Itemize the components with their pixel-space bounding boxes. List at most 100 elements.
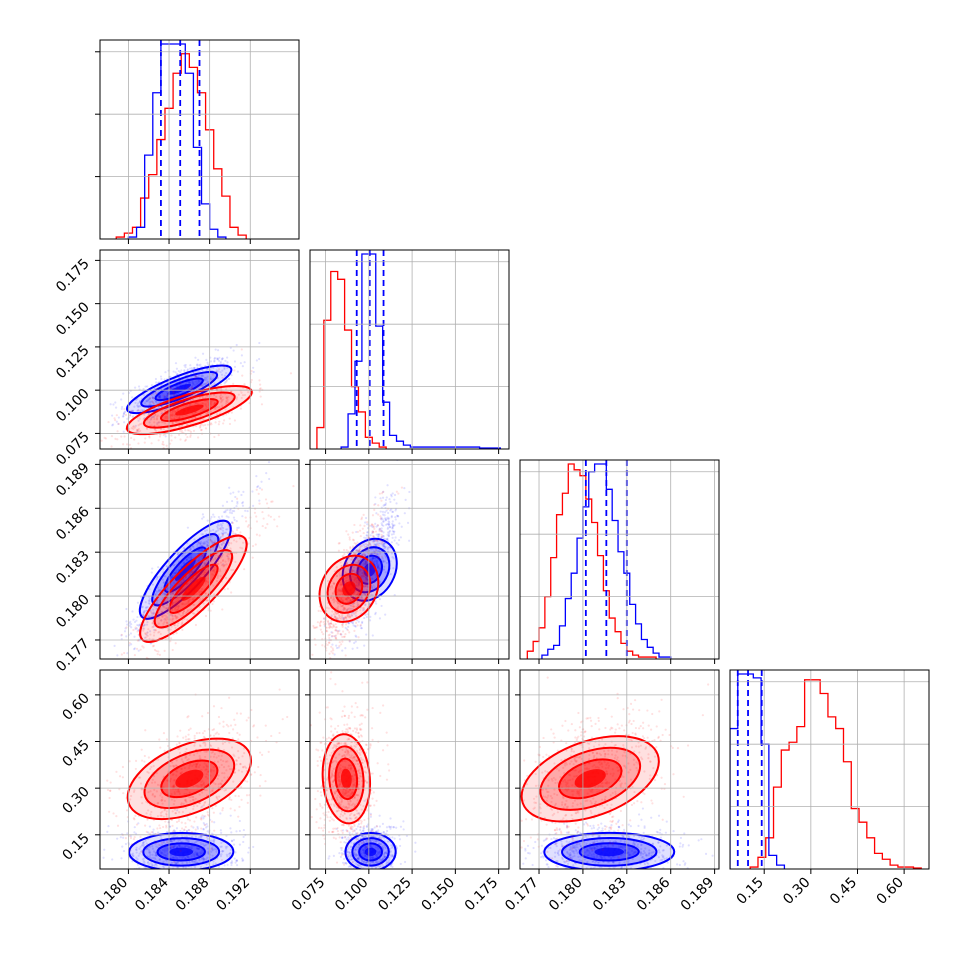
sample-point xyxy=(375,602,378,605)
sample-point xyxy=(198,384,201,387)
sample-point xyxy=(271,500,274,503)
sample-point xyxy=(408,539,411,542)
sample-point xyxy=(155,649,158,653)
sample-point xyxy=(220,515,224,518)
sample-point xyxy=(201,352,205,355)
sample-point xyxy=(143,636,147,639)
sample-point xyxy=(186,369,189,372)
sample-point xyxy=(132,648,136,651)
sample-point xyxy=(169,375,172,378)
sample-point xyxy=(202,817,205,820)
panel-content xyxy=(100,341,293,455)
sample-point xyxy=(227,533,230,536)
sample-point xyxy=(220,528,223,531)
sample-point xyxy=(156,575,159,578)
sample-point xyxy=(196,370,200,373)
sample-point xyxy=(206,361,209,364)
sample-point xyxy=(276,525,279,528)
sample-point xyxy=(138,453,140,455)
sample-point xyxy=(139,409,142,412)
sample-point xyxy=(150,424,153,427)
sample-point xyxy=(388,525,392,529)
sample-point xyxy=(348,538,351,541)
sample-point xyxy=(204,386,207,389)
sample-point xyxy=(273,518,276,521)
sample-point xyxy=(154,391,157,395)
sample-point xyxy=(327,662,329,664)
sample-point xyxy=(380,530,383,533)
sample-point xyxy=(199,363,202,366)
sample-point xyxy=(321,663,323,665)
sample-point xyxy=(209,402,213,405)
sample-point xyxy=(170,405,174,408)
sample-point xyxy=(404,498,407,501)
sample-point xyxy=(112,403,115,406)
sample-point xyxy=(212,393,216,397)
sample-point xyxy=(188,573,192,576)
sample-point xyxy=(190,386,194,389)
sample-point xyxy=(169,417,172,420)
sample-point xyxy=(364,613,367,616)
sample-point xyxy=(217,533,221,536)
sample-point xyxy=(155,381,158,384)
sample-point xyxy=(240,354,243,357)
sample-point xyxy=(200,384,203,387)
sample-point xyxy=(173,410,176,413)
sample-point xyxy=(175,571,178,574)
sample-point xyxy=(177,392,181,395)
sample-point xyxy=(161,593,164,597)
sample-point xyxy=(160,377,163,381)
sample-point xyxy=(221,522,224,525)
sample-point xyxy=(180,424,183,428)
sample-point xyxy=(164,593,167,596)
sample-point xyxy=(171,421,175,424)
sample-point xyxy=(122,392,125,395)
sample-point xyxy=(192,366,196,370)
sample-point xyxy=(216,349,220,352)
sample-point xyxy=(198,388,201,391)
sample-point xyxy=(397,539,401,542)
sample-point xyxy=(128,624,131,627)
sample-point xyxy=(201,542,204,545)
sample-point xyxy=(155,387,158,391)
sample-point xyxy=(126,417,129,421)
sample-point xyxy=(101,666,103,668)
sample-point xyxy=(188,380,191,384)
sample-point xyxy=(351,545,355,548)
sample-point xyxy=(158,588,161,592)
sample-point xyxy=(363,554,367,557)
sample-point xyxy=(347,622,350,625)
sample-point xyxy=(202,387,206,390)
sample-point xyxy=(171,591,174,594)
sample-point xyxy=(378,598,381,601)
sample-point xyxy=(207,403,210,406)
sample-point xyxy=(188,367,192,370)
sample-point xyxy=(182,561,185,564)
sample-point xyxy=(121,845,124,848)
sample-point xyxy=(202,375,205,378)
sample-point xyxy=(131,409,134,413)
sample-point xyxy=(173,417,176,421)
sample-point xyxy=(241,501,245,504)
sample-point xyxy=(317,609,320,612)
sample-point xyxy=(120,435,123,438)
sample-point xyxy=(243,361,246,364)
sample-point xyxy=(349,552,352,555)
sample-point xyxy=(184,433,187,436)
sample-point xyxy=(315,661,317,663)
sample-point xyxy=(392,530,395,534)
sample-point xyxy=(126,652,129,655)
sample-point xyxy=(334,626,337,629)
sample-point xyxy=(123,876,125,878)
sample-point xyxy=(354,634,357,637)
sample-point xyxy=(187,875,189,877)
sample-point xyxy=(195,380,198,383)
sample-point xyxy=(184,363,187,367)
sample-point xyxy=(137,628,140,632)
sample-point xyxy=(143,406,146,409)
sample-point xyxy=(147,615,150,618)
sample-point xyxy=(364,516,368,520)
sample-point xyxy=(152,402,156,405)
sample-point xyxy=(163,422,167,425)
sample-point xyxy=(185,414,188,417)
